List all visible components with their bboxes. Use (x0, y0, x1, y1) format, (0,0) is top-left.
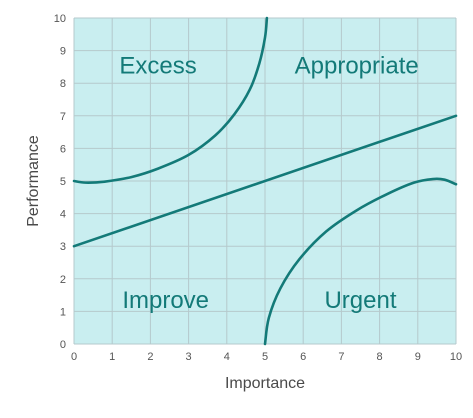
x-tick-label: 6 (300, 351, 306, 363)
region-labels: Excess Appropriate Improve Urgent (119, 52, 418, 314)
y-tick-label: 6 (60, 143, 66, 155)
y-tick-label: 4 (60, 209, 66, 221)
y-tick-labels: 0 1 2 3 4 5 6 7 8 9 10 (54, 13, 66, 351)
region-label-appropriate: Appropriate (295, 52, 419, 79)
region-label-improve: Improve (122, 287, 209, 314)
series-group (72, 16, 458, 346)
x-tick-label: 10 (450, 351, 462, 363)
x-tick-label: 2 (147, 351, 153, 363)
x-tick-label: 7 (338, 351, 344, 363)
x-tick-label: 5 (262, 351, 268, 363)
y-axis-title: Performance (25, 135, 42, 227)
y-tick-label: 0 (60, 339, 66, 351)
x-tick-label: 1 (109, 351, 115, 363)
y-tick-label: 10 (54, 13, 66, 25)
y-tick-label: 2 (60, 274, 66, 286)
x-tick-label: 9 (415, 351, 421, 363)
y-tick-label: 5 (60, 176, 66, 188)
upper-curve (72, 16, 269, 184)
y-tick-label: 1 (60, 306, 66, 318)
x-tick-label: 3 (186, 351, 192, 363)
region-label-urgent: Urgent (324, 287, 396, 314)
x-axis-title: Importance (225, 375, 305, 392)
lower-curve (263, 177, 458, 346)
x-tick-label: 0 (71, 351, 77, 363)
y-tick-label: 7 (60, 111, 66, 123)
threshold-line (72, 114, 458, 248)
y-tick-label: 9 (60, 46, 66, 58)
x-tick-label: 8 (377, 351, 383, 363)
x-tick-label: 4 (224, 351, 230, 363)
x-tick-labels: 0 1 2 3 4 5 6 7 8 9 10 (71, 351, 462, 363)
y-tick-label: 8 (60, 78, 66, 90)
y-tick-label: 3 (60, 241, 66, 253)
region-label-excess: Excess (119, 52, 196, 79)
